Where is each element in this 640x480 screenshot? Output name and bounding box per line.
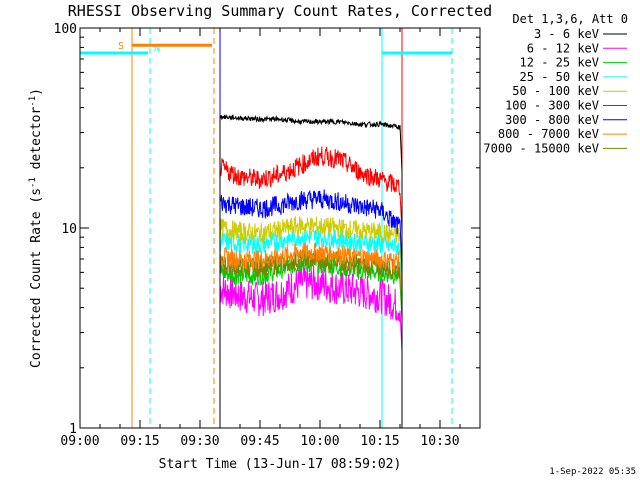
legend-entry-label: 100 - 300 keV	[505, 99, 599, 113]
x-tick-label: 10:30	[420, 434, 459, 449]
y-axis-label: Corrected Count Rate (s-1 detector-1)	[28, 88, 44, 368]
series-line	[219, 227, 403, 428]
legend-entry-label: 12 - 25 keV	[520, 56, 599, 70]
y-tick-label: 100	[54, 22, 77, 37]
x-tick-label: 10:15	[360, 434, 399, 449]
legend-entry-label: 7000 - 15000 keV	[483, 141, 599, 155]
legend-entry-label: 6 - 12 keV	[527, 41, 599, 55]
y-axis-label-mid: detector	[29, 107, 44, 178]
series-line	[219, 241, 403, 428]
legend-title: Det 1,3,6, Att 0	[512, 12, 628, 26]
series-layer	[219, 114, 403, 428]
y-tick-label: 10	[61, 222, 77, 237]
legend-entry-label: 300 - 800 keV	[505, 113, 599, 127]
night-label: N	[154, 43, 160, 54]
legend-entry-label: 800 - 7000 keV	[498, 127, 599, 141]
x-tick-label: 09:45	[240, 434, 279, 449]
x-tick-label: 10:00	[300, 434, 339, 449]
legend-entry-label: 25 - 50 keV	[520, 70, 599, 84]
y-axis-label-sup2: -1	[28, 96, 38, 107]
axis-ticks: 09:00 09:15 09:30 09:45 10:00 10:15 10:30 1 10 10…	[54, 22, 481, 449]
legend-entry-label: 50 - 100 keV	[512, 84, 599, 98]
series-line	[219, 146, 403, 428]
y-axis-label-sup1: -1	[28, 177, 38, 188]
saa-label: S	[118, 41, 124, 52]
x-tick-label: 09:15	[120, 434, 159, 449]
series-line	[219, 114, 403, 428]
x-tick-label: 09:30	[180, 434, 219, 449]
series-line	[219, 265, 403, 428]
y-axis-label-main: Corrected Count Rate (s	[29, 188, 44, 368]
x-tick-label: 09:00	[60, 434, 99, 449]
series-line	[219, 189, 403, 428]
date-stamp: 1-Sep-2022 05:35	[549, 467, 636, 477]
series-line	[219, 216, 403, 428]
y-axis-label-end: )	[29, 88, 44, 96]
x-axis-label: Start Time (13-Jun-17 08:59:02)	[159, 457, 402, 472]
y-tick-label: 1	[69, 422, 77, 437]
legend-entry-label: 3 - 6 keV	[534, 27, 599, 41]
chart-title: RHESSI Observing Summary Count Rates, Co…	[68, 2, 492, 20]
